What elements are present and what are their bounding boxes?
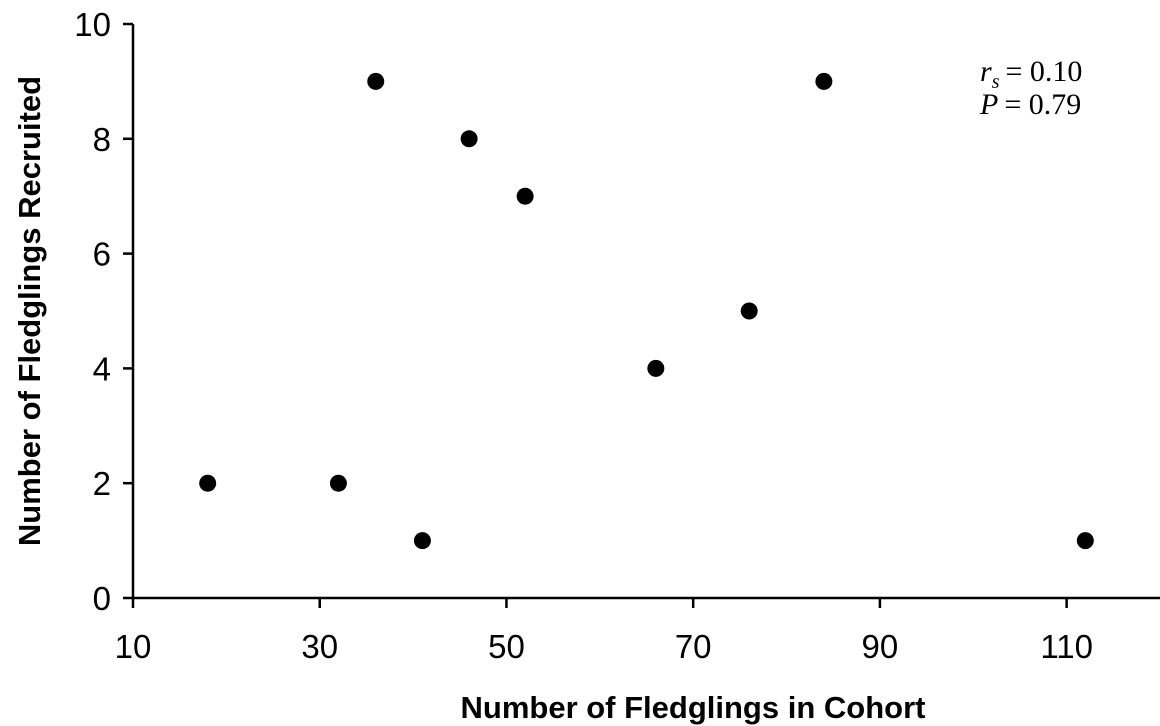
stat-annotation: rs = 0.10 P = 0.79	[979, 55, 1082, 121]
data-points	[199, 72, 1094, 550]
y-ticks: 0 2 4 6 8 10	[74, 6, 133, 617]
data-point	[516, 187, 534, 205]
x-tick-label: 70	[675, 628, 712, 665]
plot-area: 0 2 4 6 8 10 10 30 50 70 90 110	[74, 6, 1160, 665]
data-point	[329, 474, 347, 492]
y-tick-label: 8	[93, 121, 111, 158]
y-axis-title: Number of Fledglings Recruited	[12, 76, 47, 546]
x-tick-label: 50	[488, 628, 525, 665]
data-point	[367, 72, 385, 90]
data-point	[740, 302, 758, 320]
y-tick-label: 6	[93, 236, 111, 273]
x-axis-title: Number of Fledglings in Cohort	[461, 690, 926, 725]
y-tick-label: 4	[93, 350, 111, 387]
p-value: = 0.79	[1004, 88, 1081, 121]
y-tick-label: 0	[93, 580, 111, 617]
rs-annotation: rs = 0.10	[980, 55, 1082, 93]
data-point	[460, 130, 478, 148]
x-tick-label: 110	[1040, 628, 1093, 665]
p-symbol: P	[979, 88, 998, 121]
rs-value: = 0.10	[1005, 55, 1082, 88]
data-point	[413, 532, 431, 550]
data-point	[1076, 532, 1094, 550]
data-point	[199, 474, 217, 492]
p-annotation: P = 0.79	[979, 88, 1081, 121]
x-ticks: 10 30 50 70 90 110	[115, 598, 1093, 665]
x-tick-label: 90	[862, 628, 899, 665]
data-point	[647, 359, 665, 377]
data-point	[815, 72, 833, 90]
rs-symbol: r	[980, 55, 992, 88]
rs-subscript: s	[992, 71, 1000, 93]
y-tick-label: 2	[93, 465, 111, 502]
x-tick-label: 10	[115, 628, 152, 665]
x-tick-label: 30	[301, 628, 338, 665]
y-tick-label: 10	[74, 6, 111, 43]
